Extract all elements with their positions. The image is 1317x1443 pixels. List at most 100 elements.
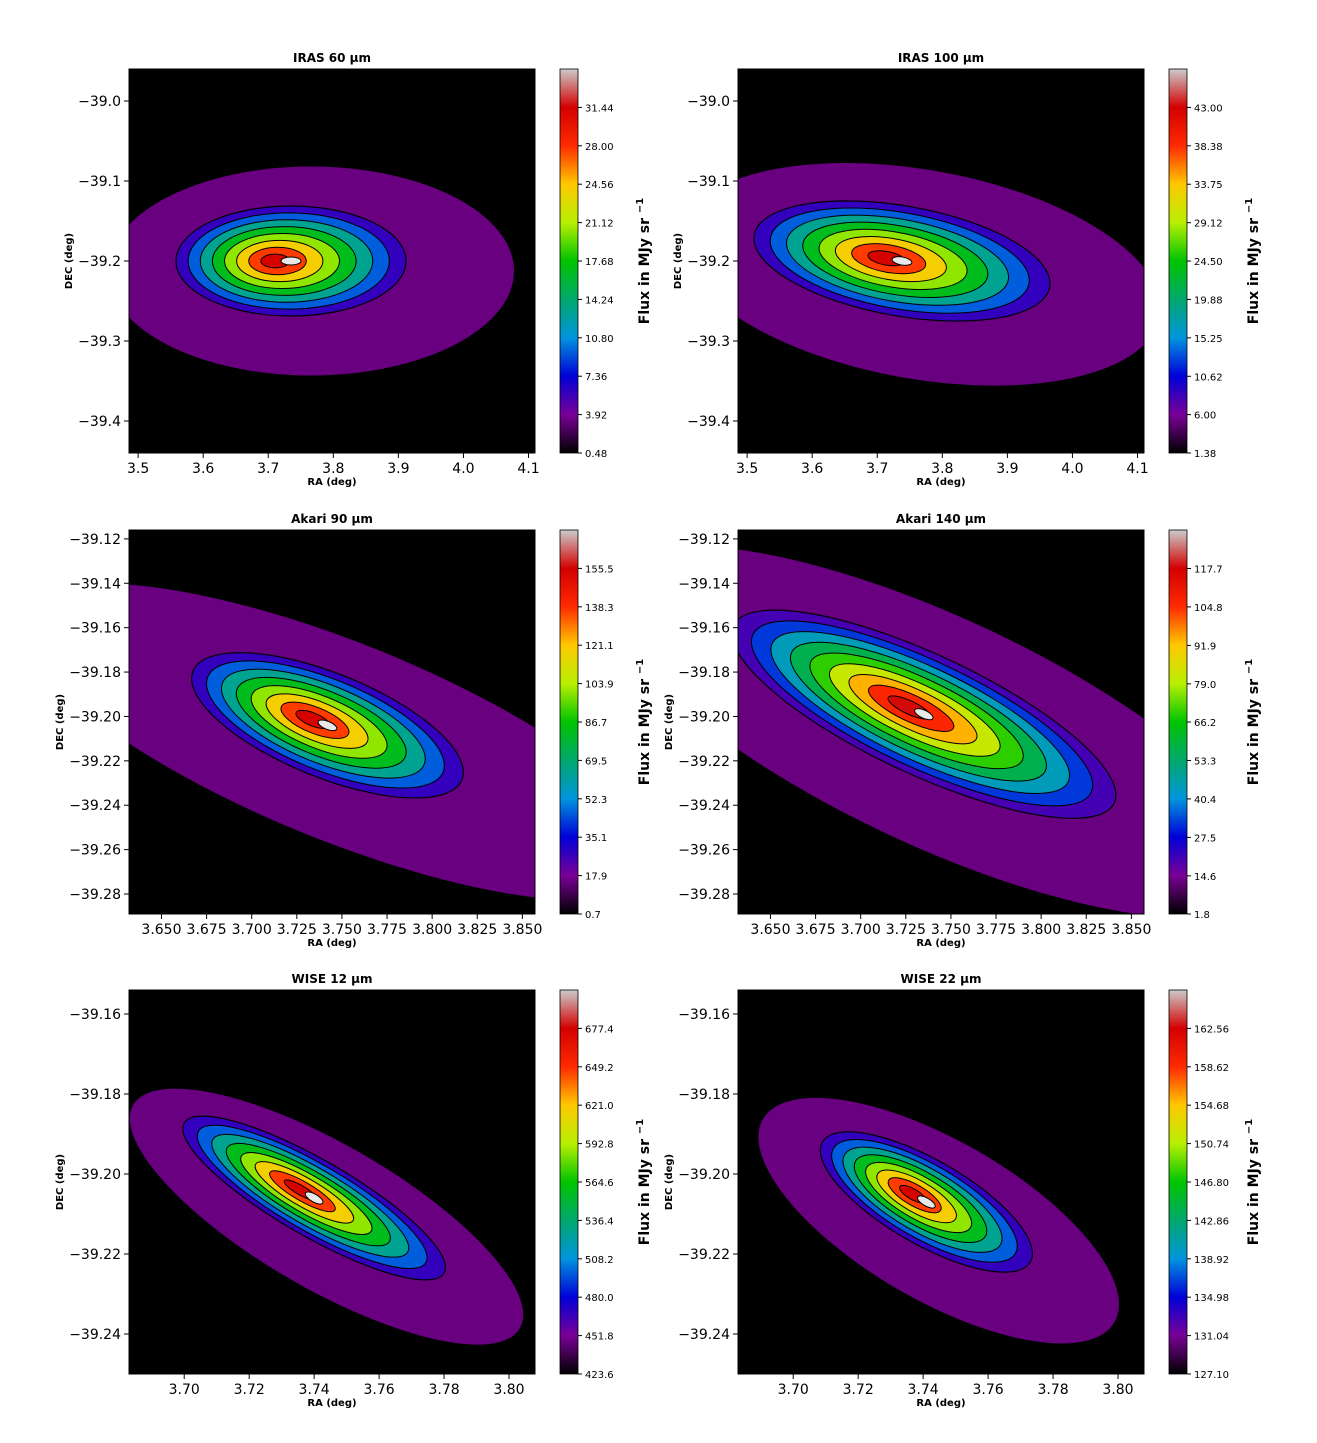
chart-title: WISE 12 μm [292,972,373,986]
colorbar-tick-label: 0.7 [585,910,601,921]
x-tick-label: 3.80 [493,1382,524,1398]
colorbar-tick-label: 38.38 [1194,142,1223,153]
y-tick-label: −39.14 [678,576,730,592]
y-tick-label: −39.20 [69,709,121,725]
colorbar-tick-label: 52.3 [585,795,607,806]
chart-panel-3: Akari 90 μm 3.650 3.675 3.700 3.725 3.750 3.77… [55,512,653,949]
x-tick-label: 3.825 [457,922,497,938]
colorbar-tick-label: 27.5 [1194,833,1216,844]
y-tick-label: −39.22 [69,754,121,770]
x-tick-label: 3.74 [299,1382,330,1398]
colorbar-label: Flux in MJy sr −1 [635,659,653,786]
y-tick-label: −39.18 [678,1087,730,1103]
colorbar [1168,529,1188,915]
y-tick-label: −39.4 [687,414,730,430]
colorbar-tick-label: 29.12 [1194,219,1223,230]
chart-title: IRAS 100 μm [898,51,984,65]
x-tick-label: 3.78 [428,1382,459,1398]
colorbar-tick-label: 677.4 [585,1024,614,1035]
colorbar-label-superscript: −1 [1244,659,1255,674]
colorbar-tick-label: 138.92 [1194,1255,1229,1266]
colorbar-tick-label: 146.80 [1194,1178,1229,1189]
colorbar-label: Flux in MJy sr −1 [1244,1119,1262,1246]
x-tick-label: 3.650 [141,922,181,938]
heatmap-image [738,545,1144,914]
x-tick-label: 3.78 [1037,1382,1068,1398]
colorbar-label-superscript: −1 [635,198,646,213]
colorbar-tick-label: 43.00 [1194,103,1223,114]
chart-panel-2: IRAS 100 μm 3.5 3.6 3.7 3.8 3.9 4.0 4.1 −39.0 −39… [673,51,1262,488]
y-tick-label: −39.4 [78,414,121,430]
x-tick-label: 3.800 [412,922,452,938]
colorbar-tick-label: 10.80 [585,334,614,345]
y-tick-label: −39.16 [678,1007,730,1023]
x-tick-label: 3.825 [1066,922,1106,938]
colorbar-tick-label: 91.9 [1194,641,1216,652]
y-tick-label: −39.28 [69,887,121,903]
colorbar-tick-label: 536.4 [585,1216,614,1227]
x-tick-label: 3.675 [796,922,836,938]
colorbar-tick-label: 127.10 [1194,1370,1229,1381]
colorbar-tick-label: 103.9 [585,680,614,691]
heatmap-image [129,1088,524,1345]
colorbar-label-superscript: −1 [1244,198,1255,213]
colorbar-tick-label: 1.8 [1194,910,1210,921]
x-tick-label: 3.5 [127,461,149,477]
colorbar-tick-label: 104.8 [1194,603,1223,614]
axes-frame [128,989,536,1375]
x-tick-label: 3.725 [277,922,317,938]
y-tick-label: −39.12 [678,532,730,548]
x-tick-label: 3.725 [886,922,926,938]
y-tick-label: −39.2 [687,254,730,270]
y-tick-label: −39.22 [678,1247,730,1263]
axes-frame [128,529,536,915]
x-tick-label: 3.850 [1111,922,1151,938]
x-tick-label: 3.6 [801,461,823,477]
x-tick-label: 3.7 [257,461,279,477]
colorbar-tick-label: 24.50 [1194,257,1223,268]
colorbar-tick-label: 162.56 [1194,1024,1229,1035]
chart-panel-4: Akari 140 μm 3.650 3.675 3.700 3.725 3.750 3.7… [664,512,1262,949]
y-tick-label: −39.1 [78,174,121,190]
colorbar-label: Flux in MJy sr −1 [1244,659,1262,786]
colorbar-tick-label: 117.7 [1194,564,1223,575]
x-tick-label: 4.0 [1061,461,1083,477]
x-tick-label: 4.1 [1126,461,1148,477]
colorbar-tick-label: 621.0 [585,1101,614,1112]
y-axis-label: DEC (deg) [673,233,684,289]
colorbar-tick-label: 10.62 [1194,372,1223,383]
x-axis-label: RA (deg) [307,938,356,949]
y-axis-label: DEC (deg) [55,694,66,750]
y-tick-label: −39.14 [69,576,121,592]
colorbar-tick-label: 154.68 [1194,1101,1229,1112]
x-tick-label: 3.72 [843,1382,874,1398]
x-tick-label: 3.700 [841,922,881,938]
x-tick-label: 3.80 [1102,1382,1133,1398]
colorbar-tick-label: 155.5 [585,564,614,575]
y-tick-label: −39.24 [678,1327,730,1343]
colorbar [559,529,579,915]
chart-panel-1: IRAS 60 μm 3.5 3.6 3.7 3.8 3.9 4.0 4.1 −39.0 −39.… [64,51,653,488]
x-axis-label: RA (deg) [916,1398,965,1409]
chart-title: Akari 140 μm [896,512,986,526]
colorbar-tick-label: 121.1 [585,641,614,652]
y-tick-label: −39.18 [69,665,121,681]
colorbar-tick-label: 3.92 [585,411,607,422]
colorbar-label-superscript: −1 [635,659,646,674]
colorbar-tick-label: 649.2 [585,1063,614,1074]
colorbar-tick-label: 19.88 [1194,295,1223,306]
axes-frame [737,989,1145,1375]
x-tick-label: 3.8 [931,461,953,477]
y-tick-label: −39.1 [687,174,730,190]
colorbar-tick-label: 17.68 [585,257,614,268]
x-tick-label: 3.775 [976,922,1016,938]
colorbar [1168,68,1188,454]
colorbar-tick-label: 1.38 [1194,449,1216,460]
colorbar-tick-label: 451.8 [585,1332,614,1343]
x-tick-label: 3.675 [187,922,227,938]
emission-peak [891,256,913,266]
y-axis-label: DEC (deg) [55,1154,66,1210]
colorbar-label: Flux in MJy sr −1 [1244,198,1262,325]
y-tick-label: −39.0 [78,94,121,110]
